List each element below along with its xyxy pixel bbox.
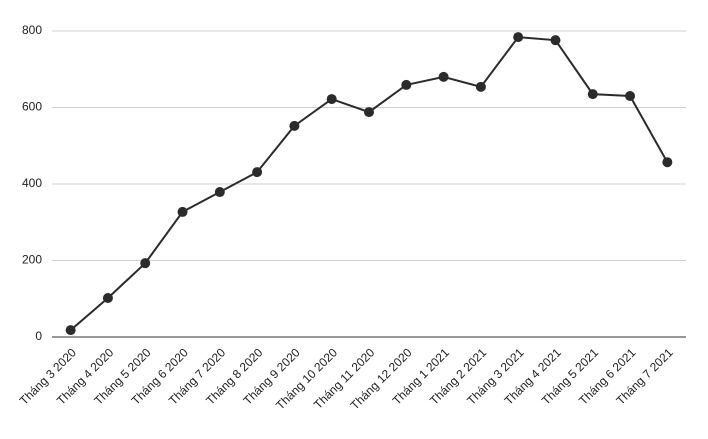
data-point [662,157,673,168]
data-point [364,107,374,118]
y-tick-label: 200 [22,253,42,267]
y-tick-label: 0 [35,329,42,343]
data-point [214,187,225,198]
data-point [177,206,188,217]
data-point [625,91,636,102]
data-point [326,94,337,105]
data-point [102,292,113,303]
data-point [252,167,263,178]
data-point [475,81,486,92]
data-point [140,258,151,269]
data-point [289,120,300,131]
data-point [65,325,76,336]
data-point [513,32,524,43]
y-tick-label: 800 [22,23,42,37]
data-point [587,89,598,100]
data-point [438,71,449,82]
data-point [550,35,561,46]
y-tick-label: 600 [22,100,42,114]
y-tick-label: 400 [22,176,42,190]
data-point [401,79,412,90]
